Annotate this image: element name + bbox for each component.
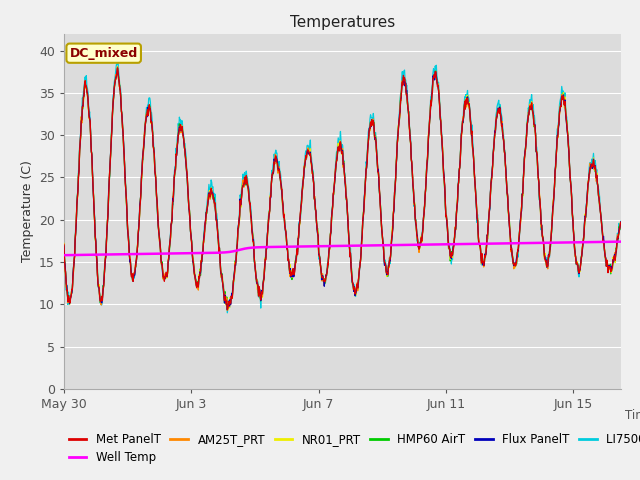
Y-axis label: Temperature (C): Temperature (C) [20, 160, 33, 262]
Text: Time: Time [625, 409, 640, 422]
Legend: Well Temp: Well Temp [64, 446, 161, 468]
Text: DC_mixed: DC_mixed [70, 47, 138, 60]
Title: Temperatures: Temperatures [290, 15, 395, 30]
